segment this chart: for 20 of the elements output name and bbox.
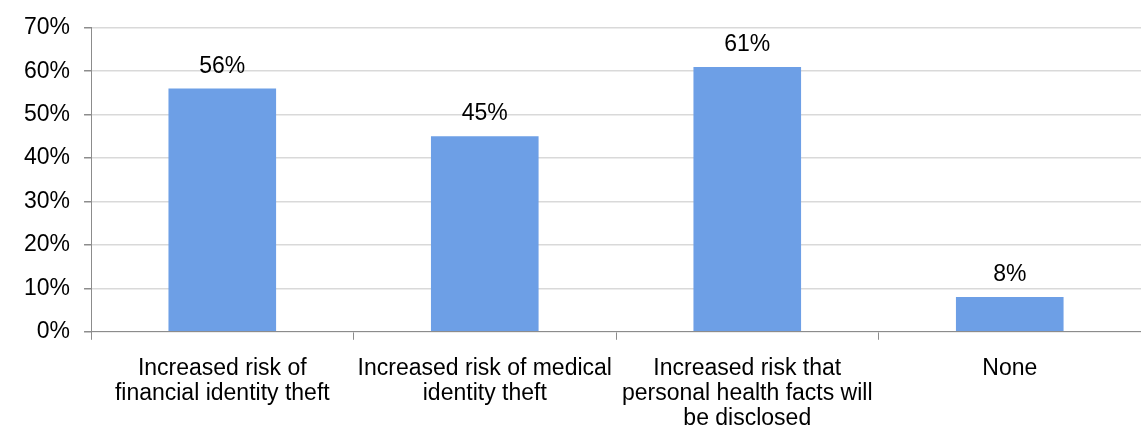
x-tick-label: Increased risk that personal health facts will be disclosed — [621, 353, 873, 430]
x-tick-label: Increased risk of financial identity theft — [114, 353, 331, 405]
x-tick-label: Increased risk of medical identity theft — [357, 353, 612, 405]
y-tick-label: 20% — [23, 230, 71, 257]
x-tick-label: None — [982, 353, 1038, 380]
bar — [430, 136, 539, 332]
y-tick-label: 60% — [23, 56, 71, 83]
bar — [693, 66, 802, 332]
y-tick-label: 40% — [23, 143, 71, 170]
data-label: 56% — [199, 51, 246, 78]
y-tick-label: 70% — [23, 13, 71, 40]
bar — [955, 297, 1064, 332]
data-label: 45% — [461, 99, 508, 126]
y-tick-label: 50% — [23, 100, 71, 126]
data-label: 61% — [724, 29, 771, 56]
data-label: 8% — [993, 260, 1027, 287]
y-tick-label: 30% — [23, 186, 71, 213]
y-tick-label: 10% — [23, 273, 71, 300]
y-tick-label: 0% — [36, 317, 71, 344]
bar — [168, 88, 277, 332]
